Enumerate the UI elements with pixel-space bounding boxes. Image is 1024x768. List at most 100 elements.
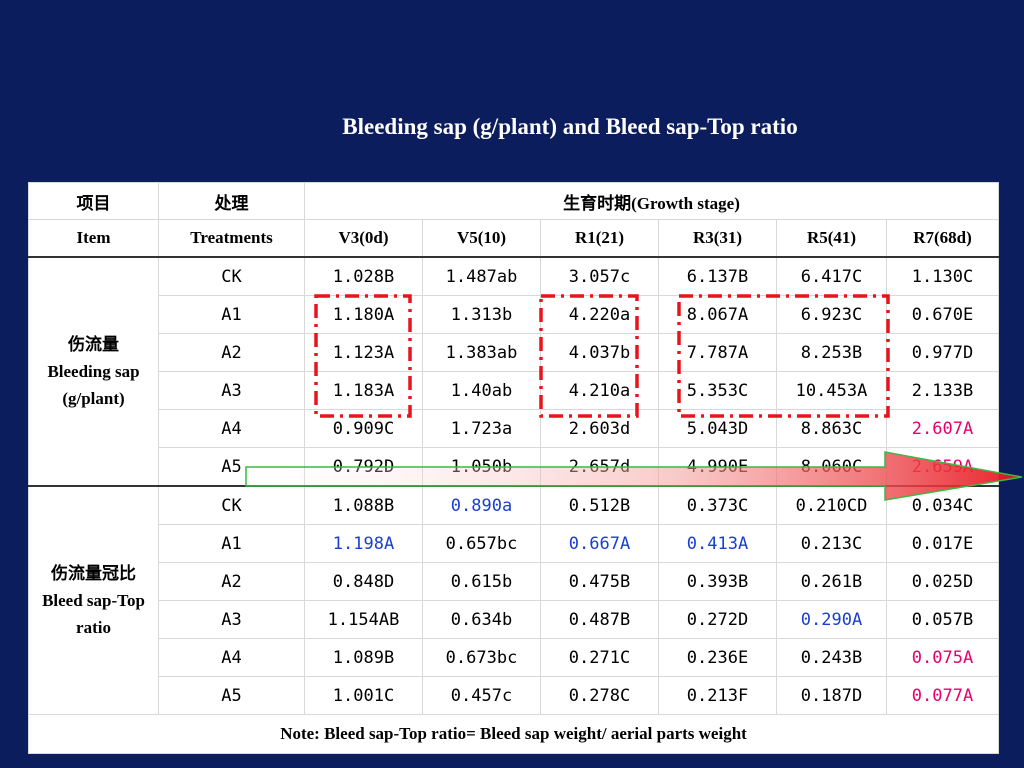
stage-header: V3(0d) [304,219,423,258]
value-cell: 4.210a [540,371,659,410]
value-cell: 1.050b [422,447,541,487]
treatment-cell: A3 [158,600,305,639]
treatment-cell: A5 [158,676,305,715]
stage-header: R5(41) [776,219,887,258]
value-cell: 8.863C [776,409,887,448]
value-cell: 0.792D [304,447,423,487]
value-cell: 0.413A [658,524,777,563]
table-row: A1 1.198A 0.657bc 0.667A 0.413A 0.213C 0… [29,524,999,563]
value-cell: 7.787A [658,333,777,372]
value-cell: 0.670E [886,295,999,334]
treatment-cell: CK [158,256,305,296]
stage-header: R3(31) [658,219,777,258]
value-cell: 0.290A [776,600,887,639]
group-label-en: Bleed sap-Top ratio [42,591,145,637]
table-row: A5 0.792D 1.050b 2.657d 4.990E 8.060C 2.… [29,447,999,487]
header-row-cn: 项目 处理 生育时期(Growth stage) [28,182,999,220]
value-cell: 4.220a [540,295,659,334]
treatment-cell: A1 [158,524,305,563]
group-label-cn: 伤流量冠比 [51,564,136,583]
value-cell: 1.487ab [422,256,541,296]
table-row: 伤流量冠比 Bleed sap-Top ratio CK 1.088B 0.89… [28,485,999,715]
value-cell: 0.077A [886,676,999,715]
value-cell: 0.667A [540,524,659,563]
value-cell: 2.133B [886,371,999,410]
table-row: A1 1.180A 1.313b 4.220a 8.067A 6.923C 0.… [29,295,999,334]
value-cell: 6.417C [776,256,887,296]
value-cell: 0.278C [540,676,659,715]
note-row: Note: Bleed sap-Top ratio= Bleed sap wei… [28,714,999,754]
value-cell: 0.890a [422,485,541,525]
table-row: A5 1.001C 0.457c 0.278C 0.213F 0.187D 0.… [29,676,999,715]
value-cell: 1.001C [304,676,423,715]
value-cell: 0.272D [658,600,777,639]
value-cell: 8.060C [776,447,887,487]
value-cell: 0.909C [304,409,423,448]
value-cell: 1.089B [304,638,423,677]
value-cell: 0.034C [886,485,999,525]
value-cell: 1.198A [304,524,423,563]
value-cell: 0.657bc [422,524,541,563]
value-cell: 0.236E [658,638,777,677]
value-cell: 6.923C [776,295,887,334]
header-row-en: Item Treatments V3(0d) V5(10) R1(21) R3(… [28,219,999,258]
value-cell: 0.213C [776,524,887,563]
value-cell: 4.990E [658,447,777,487]
value-cell: 3.057c [540,256,659,296]
treatment-header-en: Treatments [158,219,305,258]
data-table: 项目 处理 生育时期(Growth stage) Item Treatments… [28,182,999,754]
treatment-cell: A3 [158,371,305,410]
value-cell: 0.025D [886,562,999,601]
treatment-cell: A4 [158,638,305,677]
value-cell: 0.487B [540,600,659,639]
treatment-cell: A4 [158,409,305,448]
table-row: A4 1.089B 0.673bc 0.271C 0.236E 0.243B 0… [29,638,999,677]
value-cell: 5.043D [658,409,777,448]
group-label-cn: 伤流量 [68,335,119,354]
value-cell: 2.603d [540,409,659,448]
value-cell: 2.657d [540,447,659,487]
value-cell: 1.313b [422,295,541,334]
stage-header: R7(68d) [886,219,999,258]
value-cell: 2.607A [886,409,999,448]
treatment-cell: A2 [158,562,305,601]
value-cell: 0.673bc [422,638,541,677]
table-row: A2 0.848D 0.615b 0.475B 0.393B 0.261B 0.… [29,562,999,601]
value-cell: 1.154AB [304,600,423,639]
group-label-bleeding-sap: 伤流量 Bleeding sap(g/plant) [28,256,159,487]
value-cell: 1.180A [304,295,423,334]
value-cell: 1.183A [304,371,423,410]
table-row: 伤流量 Bleeding sap(g/plant) CK 1.028B 1.48… [28,256,999,487]
value-cell: 0.615b [422,562,541,601]
treatment-cell: CK [158,485,305,525]
value-cell: 4.037b [540,333,659,372]
value-cell: 1.123A [304,333,423,372]
value-cell: 2.659A [886,447,999,487]
value-cell: 0.977D [886,333,999,372]
value-cell: 8.067A [658,295,777,334]
value-cell: 1.723a [422,409,541,448]
value-cell: 1.028B [304,256,423,296]
value-cell: 0.512B [540,485,659,525]
item-header-en: Item [28,219,159,258]
value-cell: 0.634b [422,600,541,639]
value-cell: 0.210CD [776,485,887,525]
value-cell: 0.243B [776,638,887,677]
value-cell: 0.457c [422,676,541,715]
value-cell: 0.475B [540,562,659,601]
treatment-cell: A5 [158,447,305,487]
slide-title: Bleeding sap (g/plant) and Bleed sap-Top… [342,114,798,139]
value-cell: 0.187D [776,676,887,715]
value-cell: 1.130C [886,256,999,296]
group-label-ratio: 伤流量冠比 Bleed sap-Top ratio [28,485,159,715]
value-cell: 0.261B [776,562,887,601]
table-row: A3 1.154AB 0.634b 0.487B 0.272D 0.290A 0… [29,600,999,639]
value-cell: 5.353C [658,371,777,410]
table-note: Note: Bleed sap-Top ratio= Bleed sap wei… [28,714,999,754]
value-cell: 0.271C [540,638,659,677]
value-cell: 0.373C [658,485,777,525]
table-row: A2 1.123A 1.383ab 4.037b 7.787A 8.253B 0… [29,333,999,372]
value-cell: 1.088B [304,485,423,525]
value-cell: 0.213F [658,676,777,715]
value-cell: 0.075A [886,638,999,677]
